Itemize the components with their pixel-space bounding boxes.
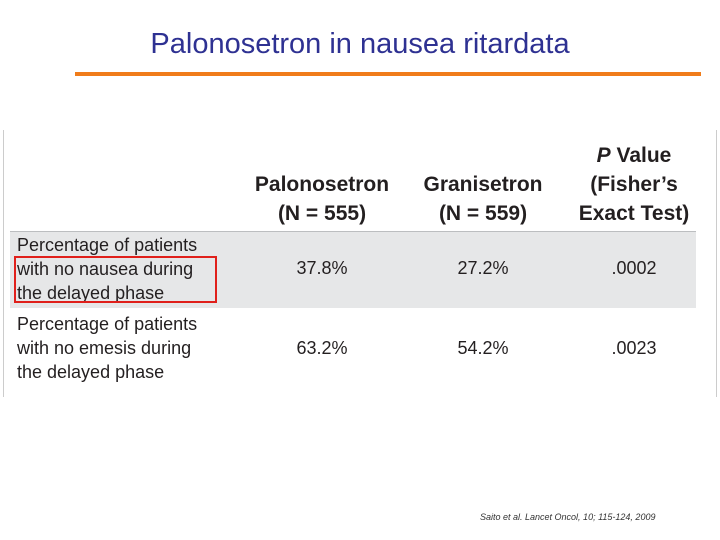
row-label: Percentage of patients with no emesis du…: [17, 312, 197, 384]
table-frame: [3, 130, 717, 397]
cell: .0023: [611, 338, 657, 358]
header-line: Palonosetron: [254, 173, 390, 196]
header-line: (Fisher’s: [590, 173, 678, 196]
row-label: Percentage of patients with no nausea du…: [17, 233, 197, 305]
label-line: with no nausea during: [17, 259, 194, 279]
cell: 63.2%: [296, 338, 348, 358]
label-line: with no emesis during: [17, 338, 192, 358]
highlight-box: [14, 256, 217, 303]
citation: Saito et al. Lancet Oncol, 10; 115-124, …: [480, 512, 656, 522]
label-line: the delayed phase: [17, 362, 165, 382]
header-line: Exact Test): [578, 202, 690, 225]
column-header: P Value (Fisher’s Exact Test): [549, 141, 719, 228]
header-line: (N = 559): [438, 202, 528, 225]
cell: 37.8%: [296, 258, 348, 278]
header-line: P Value: [549, 141, 719, 170]
p-symbol: P: [596, 144, 611, 167]
header-word: Value: [616, 144, 672, 167]
cell: .0002: [611, 258, 657, 278]
title-rule: [75, 72, 701, 76]
label-line: Percentage of patients: [17, 235, 198, 255]
slide-title: Palonosetron in nausea ritardata: [150, 28, 570, 60]
label-line: Percentage of patients: [17, 314, 198, 334]
row-band: [10, 308, 696, 386]
column-header: Granisetron (N = 559): [398, 170, 568, 228]
header-line: (N = 555): [277, 202, 367, 225]
header-line: Granisetron: [423, 173, 543, 196]
cell: 27.2%: [457, 258, 509, 278]
label-line: the delayed phase: [17, 283, 165, 303]
row-band: [10, 231, 696, 308]
cell: 54.2%: [457, 338, 509, 358]
column-header: Palonosetron (N = 555): [237, 170, 407, 228]
